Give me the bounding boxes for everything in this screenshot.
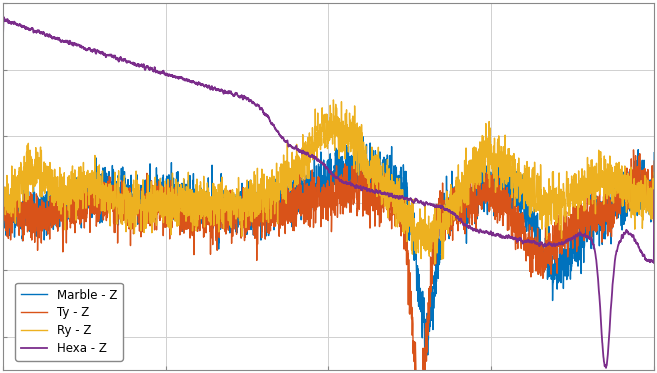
Line: Ty - Z: Ty - Z [3, 150, 654, 373]
Ty - Z [535, 247, 543, 251]
Ry - Z [485, 119, 493, 124]
Ry - Z [535, 176, 543, 181]
Marble - Z [359, 135, 367, 139]
Hexa - Z [650, 188, 657, 192]
Ty - Z [117, 214, 125, 219]
Hexa - Z [390, 194, 397, 198]
Marble - Z [390, 171, 397, 176]
Ry - Z [422, 229, 430, 233]
Ry - Z [431, 261, 439, 266]
Ry - Z [650, 170, 657, 175]
Ry - Z [329, 98, 337, 102]
Hexa - Z [485, 232, 493, 236]
Hexa - Z [0, 43, 7, 48]
Hexa - Z [535, 242, 543, 247]
Line: Ry - Z: Ry - Z [3, 100, 654, 264]
Line: Marble - Z: Marble - Z [3, 137, 654, 355]
Ty - Z [629, 148, 637, 152]
Line: Hexa - Z: Hexa - Z [3, 17, 654, 368]
Marble - Z [422, 334, 430, 339]
Ty - Z [422, 341, 430, 346]
Hexa - Z [118, 57, 125, 62]
Marble - Z [650, 150, 657, 155]
Ty - Z [248, 197, 256, 202]
Ry - Z [390, 179, 397, 184]
Legend: Marble - Z, Ty - Z, Ry - Z, Hexa - Z: Marble - Z, Ty - Z, Ry - Z, Hexa - Z [15, 283, 123, 361]
Hexa - Z [422, 200, 430, 205]
Marble - Z [424, 353, 432, 357]
Marble - Z [248, 207, 256, 211]
Marble - Z [535, 225, 543, 230]
Ty - Z [650, 159, 657, 163]
Ry - Z [117, 199, 125, 204]
Hexa - Z [602, 366, 610, 370]
Hexa - Z [248, 100, 256, 104]
Ty - Z [0, 172, 7, 176]
Marble - Z [485, 194, 493, 198]
Hexa - Z [0, 15, 8, 19]
Ry - Z [248, 181, 256, 186]
Ty - Z [390, 193, 397, 198]
Marble - Z [0, 156, 7, 161]
Ry - Z [0, 159, 7, 163]
Marble - Z [117, 198, 125, 203]
Ty - Z [485, 206, 493, 210]
